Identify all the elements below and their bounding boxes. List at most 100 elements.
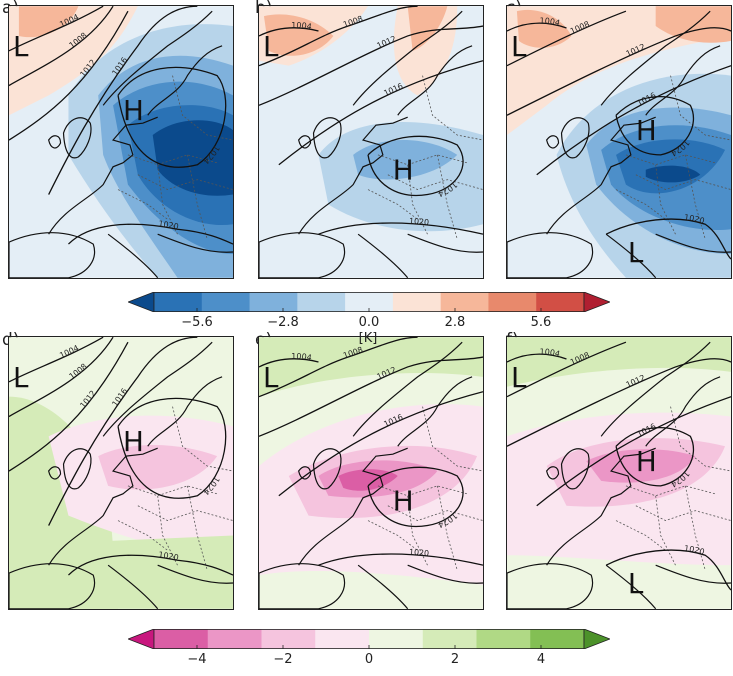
isobar <box>259 358 319 368</box>
colorbar-temperature-svg <box>128 292 610 312</box>
map-panel-a: 1004 1008 1012 1016 1020 1024 L H <box>8 5 234 279</box>
cbar2-tick-3: 2 <box>450 652 460 667</box>
coastline <box>147 45 223 116</box>
coastline <box>507 563 594 609</box>
isobar <box>259 337 418 398</box>
high-pressure-symbol: H <box>636 445 657 478</box>
isobar <box>9 10 129 141</box>
colorbar-extend-high <box>583 629 610 649</box>
isobar <box>507 353 567 363</box>
country-border <box>367 189 418 220</box>
isobar-label: 1020 <box>684 544 706 557</box>
isobar <box>259 356 483 437</box>
country-border <box>635 505 731 522</box>
coastline <box>147 376 223 447</box>
coastline <box>48 116 158 235</box>
coastline <box>546 135 560 149</box>
coastline <box>102 341 213 437</box>
field-contour <box>586 449 696 483</box>
country-border <box>157 164 178 235</box>
cbar2-tick-1: −2 <box>273 652 293 667</box>
colorbar-extend-low <box>128 629 155 649</box>
coastline <box>546 447 656 566</box>
colorbar-precip-svg <box>128 629 610 649</box>
isobar <box>259 27 319 37</box>
coastline <box>48 447 158 566</box>
colorbar-segment <box>154 292 203 312</box>
coastline <box>102 10 213 106</box>
isobar <box>117 66 227 168</box>
field-contour <box>9 535 233 609</box>
colorbar-segment <box>488 292 537 312</box>
coastline <box>62 117 92 159</box>
isobar-label: 1020 <box>409 548 430 559</box>
colorbar-precip <box>128 629 610 649</box>
country-border <box>422 75 483 141</box>
colorbar-segment <box>422 629 477 649</box>
field-contour <box>353 140 458 180</box>
country-border <box>685 154 706 240</box>
coastline <box>560 117 590 159</box>
isobar <box>68 223 233 245</box>
coastline <box>600 341 711 437</box>
coastline <box>645 45 721 116</box>
isobar <box>117 397 227 499</box>
coastline <box>546 116 656 235</box>
colorbar-extend-high <box>583 292 610 312</box>
high-pressure-symbol: H <box>123 425 144 458</box>
coastline <box>62 448 92 490</box>
coastline <box>259 563 346 609</box>
low-pressure-symbol: L <box>628 567 644 600</box>
cbar1-tick-0: −5.6 <box>181 315 213 330</box>
low-pressure-symbol: L <box>263 361 279 394</box>
coastline <box>357 233 409 278</box>
colorbar-temperature-unit: [K] <box>358 331 378 346</box>
isobar <box>507 10 627 67</box>
isobar-label: 1020 <box>409 217 430 228</box>
map-panel-e: 1004 1008 1012 1016 1020 1024 L H <box>258 336 484 610</box>
country-border <box>655 164 676 235</box>
coastline <box>397 45 473 116</box>
country-border <box>655 495 676 566</box>
country-border <box>387 505 483 522</box>
isobar <box>9 6 104 52</box>
isobar <box>9 337 104 383</box>
field-contour <box>645 165 701 183</box>
country-border <box>437 485 458 571</box>
map-panel-b: 1004 1008 1012 1016 1020 1024 L H <box>258 5 484 279</box>
isobar <box>367 135 464 197</box>
coastline <box>107 233 159 278</box>
isobar <box>615 427 695 487</box>
colorbar-segment <box>536 292 585 312</box>
country-border <box>187 485 208 571</box>
colorbar-segment <box>154 629 209 649</box>
colorbar-segment <box>297 292 346 312</box>
coastline <box>9 232 96 278</box>
country-border <box>407 495 428 566</box>
isobar <box>48 337 198 526</box>
field-contour <box>507 337 731 387</box>
cbar1-tick-3: 2.8 <box>444 315 466 330</box>
country-border <box>137 505 233 522</box>
cbar2-tick-2: 0 <box>364 652 374 667</box>
coastline <box>605 233 657 278</box>
coastline <box>107 564 159 609</box>
isobar <box>68 554 233 576</box>
isobar-label: 1020 <box>158 550 179 562</box>
coastline <box>9 563 96 609</box>
isobar <box>278 391 483 497</box>
country-border <box>117 189 168 220</box>
coastline <box>605 564 657 609</box>
isobar-label: 1004 <box>539 347 560 359</box>
high-pressure-symbol: H <box>636 114 657 147</box>
colorbar-segment <box>207 629 262 649</box>
country-border <box>615 520 666 551</box>
country-border <box>187 154 208 240</box>
colorbar-segment <box>440 292 489 312</box>
coastline <box>407 233 483 253</box>
field-contour <box>655 6 731 43</box>
high-pressure-symbol: H <box>393 154 414 187</box>
colorbar-segment <box>201 292 251 312</box>
